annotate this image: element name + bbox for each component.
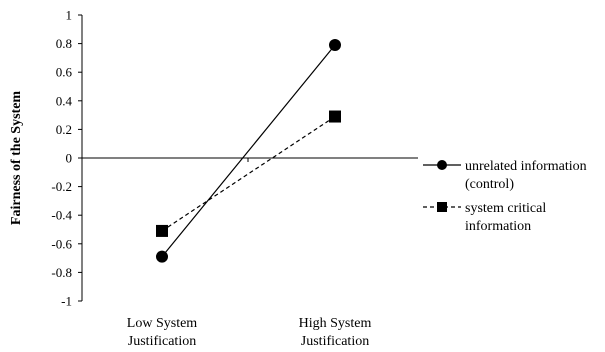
data-point-circle — [156, 250, 168, 263]
x-category-label: Justification — [128, 334, 196, 349]
x-category-labels: Low System Justification High System Justif… — [127, 316, 372, 349]
y-tick-label: -0.2 — [51, 179, 72, 194]
series-line — [161, 44, 336, 258]
x-category-label: Low System — [127, 316, 198, 331]
x-category-label: Justification — [301, 334, 369, 349]
y-tick-label: -0.8 — [51, 265, 72, 280]
y-tick-label: 1 — [66, 8, 73, 23]
data-point-circle — [329, 39, 341, 52]
x-category-label: High System — [299, 316, 372, 331]
y-tick-label: 0 — [66, 151, 73, 166]
y-tick-label: 0.4 — [56, 93, 73, 108]
y-tick-label: -0.6 — [51, 236, 72, 251]
y-axis-label: Fairness of the System — [9, 91, 24, 225]
y-tick-label: 0.6 — [56, 65, 73, 80]
legend-label: information — [465, 219, 531, 234]
data-point-square — [156, 224, 168, 237]
legend-label: unrelated information — [465, 159, 587, 174]
series-markers — [156, 39, 341, 263]
legend-marker-square — [437, 202, 447, 212]
legend: unrelated information (control) system cri… — [423, 159, 587, 234]
y-tick-label: -0.4 — [51, 208, 72, 223]
axes — [78, 14, 418, 302]
series-lines — [161, 44, 336, 258]
legend-label: (control) — [465, 177, 514, 192]
data-point-square — [329, 110, 341, 123]
series-line — [161, 116, 336, 232]
y-tick-labels: 1 0.8 0.6 0.4 0.2 0 -0.2 -0.4 -0.6 -0.8 -1 — [51, 8, 72, 309]
y-tick-label: 0.8 — [56, 36, 72, 51]
legend-label: system critical — [465, 201, 546, 216]
y-tick-label: -1 — [61, 294, 72, 309]
legend-marker-circle — [437, 160, 447, 170]
y-tick-label: 0.2 — [56, 122, 72, 137]
